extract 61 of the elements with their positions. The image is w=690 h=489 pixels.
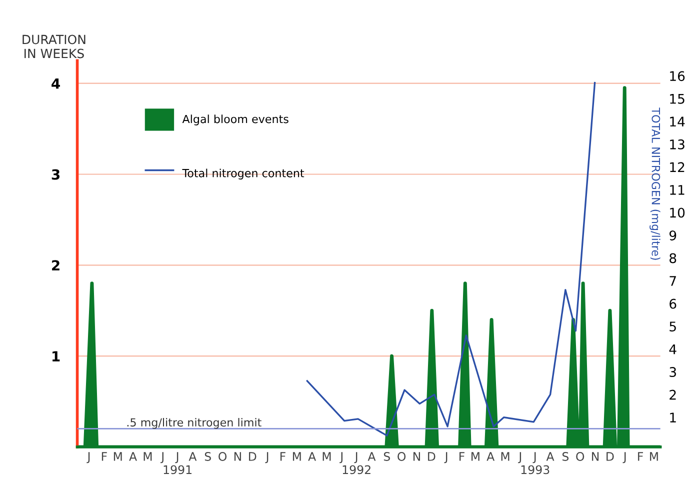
x-tick-label: J <box>340 452 342 464</box>
y2-tick-label: 5 <box>670 322 676 332</box>
legend-label: Total nitrogen content <box>182 168 304 180</box>
y2-axis-title: TOTAL NITROGEN (mg/litre) <box>650 108 660 260</box>
x-tick-label: S <box>562 452 569 461</box>
x-tick-label: S <box>384 452 390 461</box>
x-tick-label: M <box>322 452 331 461</box>
x-tick-label: D <box>428 452 436 461</box>
ref-line-label: .5 mg/litre nitrogen limit <box>127 418 262 429</box>
y2-tick-label: 7 <box>670 276 676 286</box>
x-tick-label: D <box>606 452 614 461</box>
y-tick-label: 4 <box>52 78 60 89</box>
x-tick-label: O <box>576 452 584 461</box>
y2-tick-label: 14 <box>670 116 685 126</box>
legend-label: Algal bloom events <box>182 114 288 126</box>
x-tick-label: J <box>622 452 626 464</box>
y2-tick-label: 1 <box>670 412 676 422</box>
x-tick-label: J <box>86 452 90 464</box>
x-tick-label: N <box>413 452 420 461</box>
x-tick-label: F <box>280 452 286 461</box>
x-tick-label: N <box>234 452 241 461</box>
x-tick-label: M <box>472 452 480 461</box>
y2-tick-label: 16 <box>670 71 685 82</box>
x-tick-label: A <box>308 452 316 461</box>
x-tick-label: F <box>638 452 643 461</box>
x-tick-label: M <box>114 452 122 461</box>
x-tick-label: O <box>398 452 406 461</box>
x-tick-label: D <box>249 452 256 461</box>
x-tick-label: F <box>460 452 464 461</box>
x-tick-label: J <box>518 452 522 464</box>
y2-tick-label: 9 <box>669 230 676 240</box>
y2-tick-label: 15 <box>670 94 684 104</box>
y2-tick-label: 2 <box>670 390 676 400</box>
y2-tick-label: 12 <box>670 162 684 172</box>
y-axis-title: DURATION IN WEEKS <box>22 34 86 58</box>
y2-tick-label: 3 <box>670 367 676 378</box>
x-tick-label: F <box>102 452 107 461</box>
x-tick-label: A <box>368 452 376 461</box>
y-tick-label: 1 <box>52 351 60 362</box>
x-tick-label: M <box>144 452 152 461</box>
x-tick-label: A <box>129 452 137 461</box>
y2-tick-label: 8 <box>670 253 676 264</box>
x-tick-label: S <box>204 452 211 461</box>
x-tick-label: J <box>444 452 448 464</box>
y2-tick-label: 13 <box>670 139 684 150</box>
y2-tick-label: 4 <box>669 344 676 354</box>
x-tick-label: A <box>188 452 197 461</box>
y2-tick-label: 11 <box>670 185 684 195</box>
x-tick-label: N <box>592 452 599 461</box>
x-tick-label: O <box>218 452 227 461</box>
y-tick-label: 2 <box>52 260 60 270</box>
x-tick-label: J <box>160 452 164 464</box>
y-tick-label: 3 <box>52 169 60 180</box>
x-tick-label: M <box>501 452 510 461</box>
y2-tick-label: 6 <box>670 298 676 309</box>
x-tick-label: A <box>486 452 495 461</box>
x-tick-label: M <box>650 452 658 461</box>
line-series <box>306 82 596 436</box>
x-tick-label: M <box>292 452 301 461</box>
y2-tick-label: 10 <box>670 208 685 218</box>
x-tick-label: J <box>265 452 268 464</box>
